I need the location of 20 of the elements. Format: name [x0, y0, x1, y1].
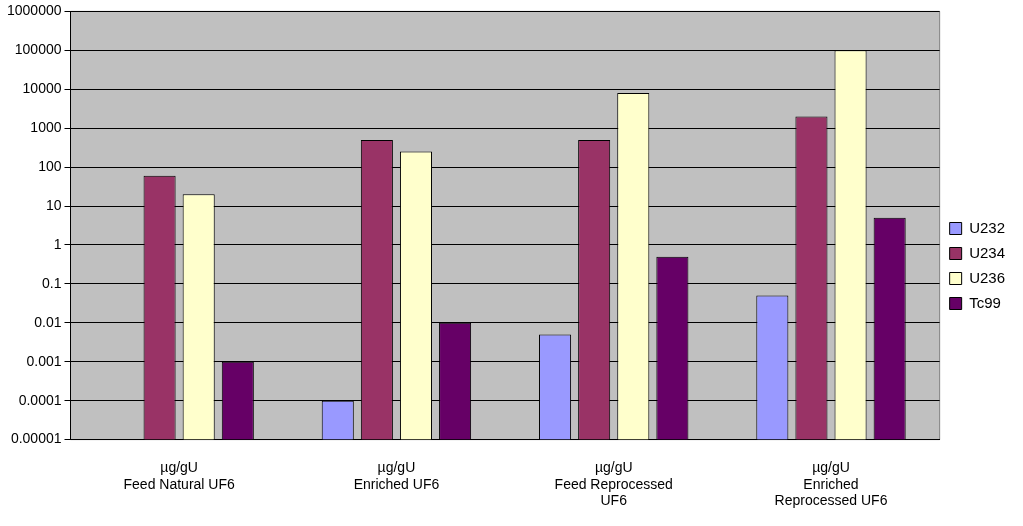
y-tick-label: 1000: [30, 119, 62, 136]
y-tick-label: 100: [38, 157, 62, 174]
legend-label: U234: [969, 243, 1005, 261]
x-tick-label: µg/gU Enriched Reprocessed UF6: [774, 458, 888, 509]
legend-label: U236: [969, 268, 1005, 286]
y-tick-label: 1000000: [6, 2, 62, 19]
y-tick-label: 100000: [14, 41, 62, 58]
y-tick-label: 0.0001: [18, 391, 62, 408]
y-tick-label: 1: [53, 235, 62, 252]
x-tick-label: µg/gU Enriched UF6: [353, 458, 440, 492]
legend-label: Tc99: [969, 293, 1001, 311]
y-tick-label: 0.001: [26, 352, 62, 369]
x-tick-label: µg/gU Feed Reprocessed UF6: [554, 458, 673, 509]
y-tick-label: 10000: [22, 80, 62, 97]
y-tick-label: 10: [45, 196, 62, 213]
x-tick-label: µg/gU Feed Natural UF6: [123, 458, 235, 492]
y-tick-label: 0.00001: [10, 430, 62, 447]
y-tick-label: 0.01: [34, 313, 62, 330]
legend-label: U232: [969, 218, 1005, 236]
y-tick-label: 0.1: [42, 274, 62, 291]
